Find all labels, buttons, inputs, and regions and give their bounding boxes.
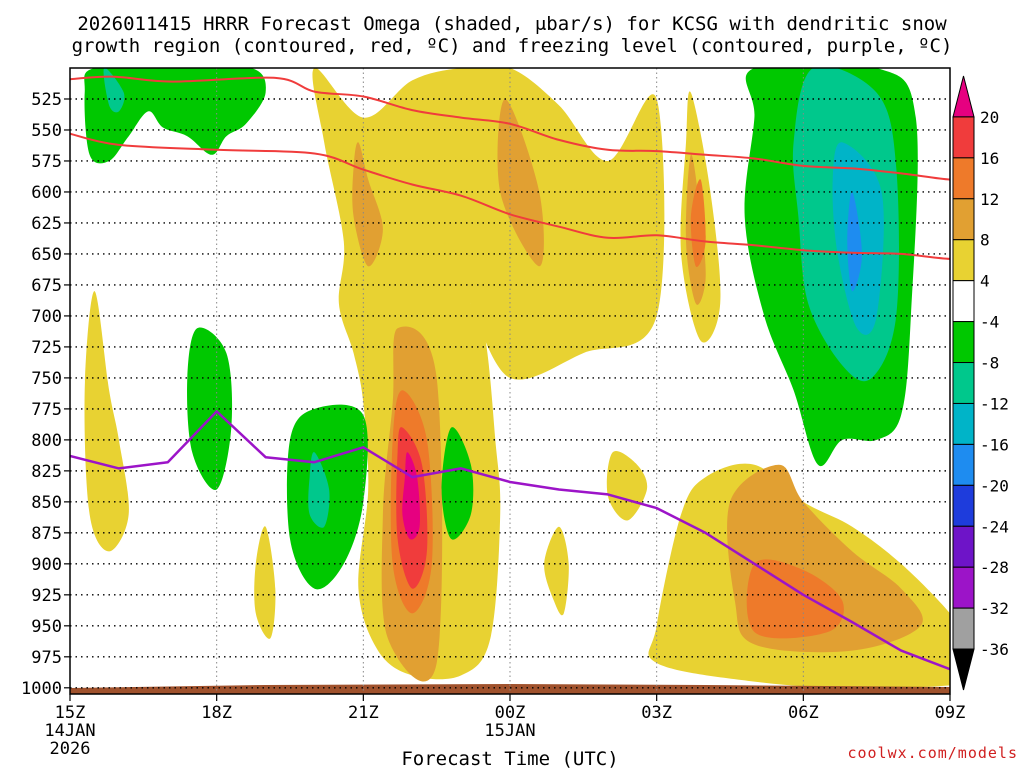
colorbar-cell-11: [952, 525, 975, 568]
colorbar: 20 16 12 8 4 -4 -8 -12 -16 -20 -24 -28 -32 -36: [952, 75, 1009, 691]
omega-region-0-5: [544, 526, 569, 616]
colorbar-cell-8: [952, 402, 975, 445]
omega-region-1-0: [352, 142, 383, 267]
omega-region-0-3: [84, 291, 129, 552]
colorbar-cell-3: [952, 198, 975, 241]
x-tick-label: 21Z: [348, 703, 379, 723]
y-tick-label: 775: [31, 400, 62, 420]
colorbar-cell-5: [952, 280, 975, 323]
omega-region-5-1: [187, 327, 233, 490]
watermark: coolwx.com/models: [847, 744, 1018, 762]
colorbar-label: 4: [980, 272, 990, 291]
colorbar-label: -8: [980, 354, 999, 373]
y-tick-label: 700: [31, 307, 62, 327]
omega-region-6-1: [308, 452, 330, 528]
y-tick-label: 575: [31, 152, 62, 172]
colorbar-label: 20: [980, 108, 999, 127]
y-tick-label: 600: [31, 183, 62, 203]
x-axis-label: Forecast Time (UTC): [401, 748, 618, 768]
colorbar-cell-9: [952, 443, 975, 486]
dgz-contour-upper: [70, 75, 950, 181]
y-tick-label: 675: [31, 276, 62, 296]
colorbar-cell-10: [952, 484, 975, 527]
omega-region-8-0: [847, 191, 862, 292]
freezing-level-contour: [70, 410, 950, 671]
x-tick-year: 2026: [50, 739, 91, 759]
y-axis: 525 550 575 600 625 650 675 700 725 750 775 800 825 8…: [21, 90, 70, 699]
omega-region-5-0: [84, 68, 266, 164]
x-tick-label: 06Z: [788, 703, 819, 723]
colorbar-label: -24: [980, 517, 1009, 536]
omega-region-1-1: [497, 99, 544, 267]
y-tick-label: 900: [31, 555, 62, 575]
y-tick-label: 525: [31, 90, 62, 110]
colorbar-label: -32: [980, 599, 1009, 618]
x-tick-label: 03Z: [641, 703, 672, 723]
y-tick-label: 975: [31, 648, 62, 668]
x-tick-label: 09Z: [935, 703, 966, 723]
y-tick-label: 625: [31, 214, 62, 234]
colorbar-label: 8: [980, 231, 990, 250]
omega-region-2-2: [746, 559, 844, 639]
colorbar-cell-13: [952, 607, 975, 650]
omega-region-6-0: [103, 68, 125, 113]
colorbar-label: -16: [980, 435, 1009, 454]
chart-title-line1: 2026011415 HRRR Forecast Omega (shaded, …: [77, 13, 947, 35]
y-tick-label: 800: [31, 431, 62, 451]
y-tick-label: 950: [31, 617, 62, 637]
y-tick-label: 1000: [21, 679, 62, 699]
colorbar-label: 12: [980, 190, 999, 209]
colorbar-label: -36: [980, 640, 1009, 659]
x-tick-label: 00Z: [495, 703, 526, 723]
colorbar-cell-7: [952, 362, 975, 404]
x-tick-label: 15Z: [55, 703, 86, 723]
colorbar-cell-12: [952, 566, 975, 609]
y-tick-label: 650: [31, 245, 62, 265]
grid: [70, 68, 950, 694]
y-tick-label: 725: [31, 338, 62, 358]
omega-region-0-0: [312, 68, 665, 680]
dgz-contour-lower: [70, 132, 950, 260]
y-tick-label: 550: [31, 121, 62, 141]
omega-shading: [70, 68, 950, 694]
colorbar-cell-4: [952, 239, 975, 282]
colorbar-label: -20: [980, 476, 1009, 495]
colorbar-label: -4: [980, 313, 999, 332]
y-tick-label: 825: [31, 462, 62, 482]
colorbar-label: -12: [980, 394, 1009, 413]
colorbar-label: 16: [980, 149, 999, 168]
chart-title-line2: growth region (contoured, red, ºC) and f…: [72, 35, 953, 57]
colorbar-cell-2: [952, 157, 975, 200]
contours: [70, 75, 950, 671]
x-tick-label: 18Z: [201, 703, 232, 723]
colorbar-cell-1: [952, 116, 975, 159]
omega-region-5-3: [441, 427, 474, 540]
colorbar-cell-14: [952, 648, 975, 691]
x-tick-date: 14JAN: [44, 721, 95, 741]
omega-region-0-4: [254, 526, 276, 639]
y-tick-label: 875: [31, 524, 62, 544]
colorbar-label: -28: [980, 558, 1009, 577]
colorbar-cell-6: [952, 321, 975, 364]
y-tick-label: 750: [31, 369, 62, 389]
y-tick-label: 925: [31, 586, 62, 606]
omega-region-0-6: [606, 450, 648, 521]
colorbar-cell-0: [952, 75, 975, 118]
y-tick-label: 850: [31, 493, 62, 513]
x-tick-date: 15JAN: [484, 721, 535, 741]
